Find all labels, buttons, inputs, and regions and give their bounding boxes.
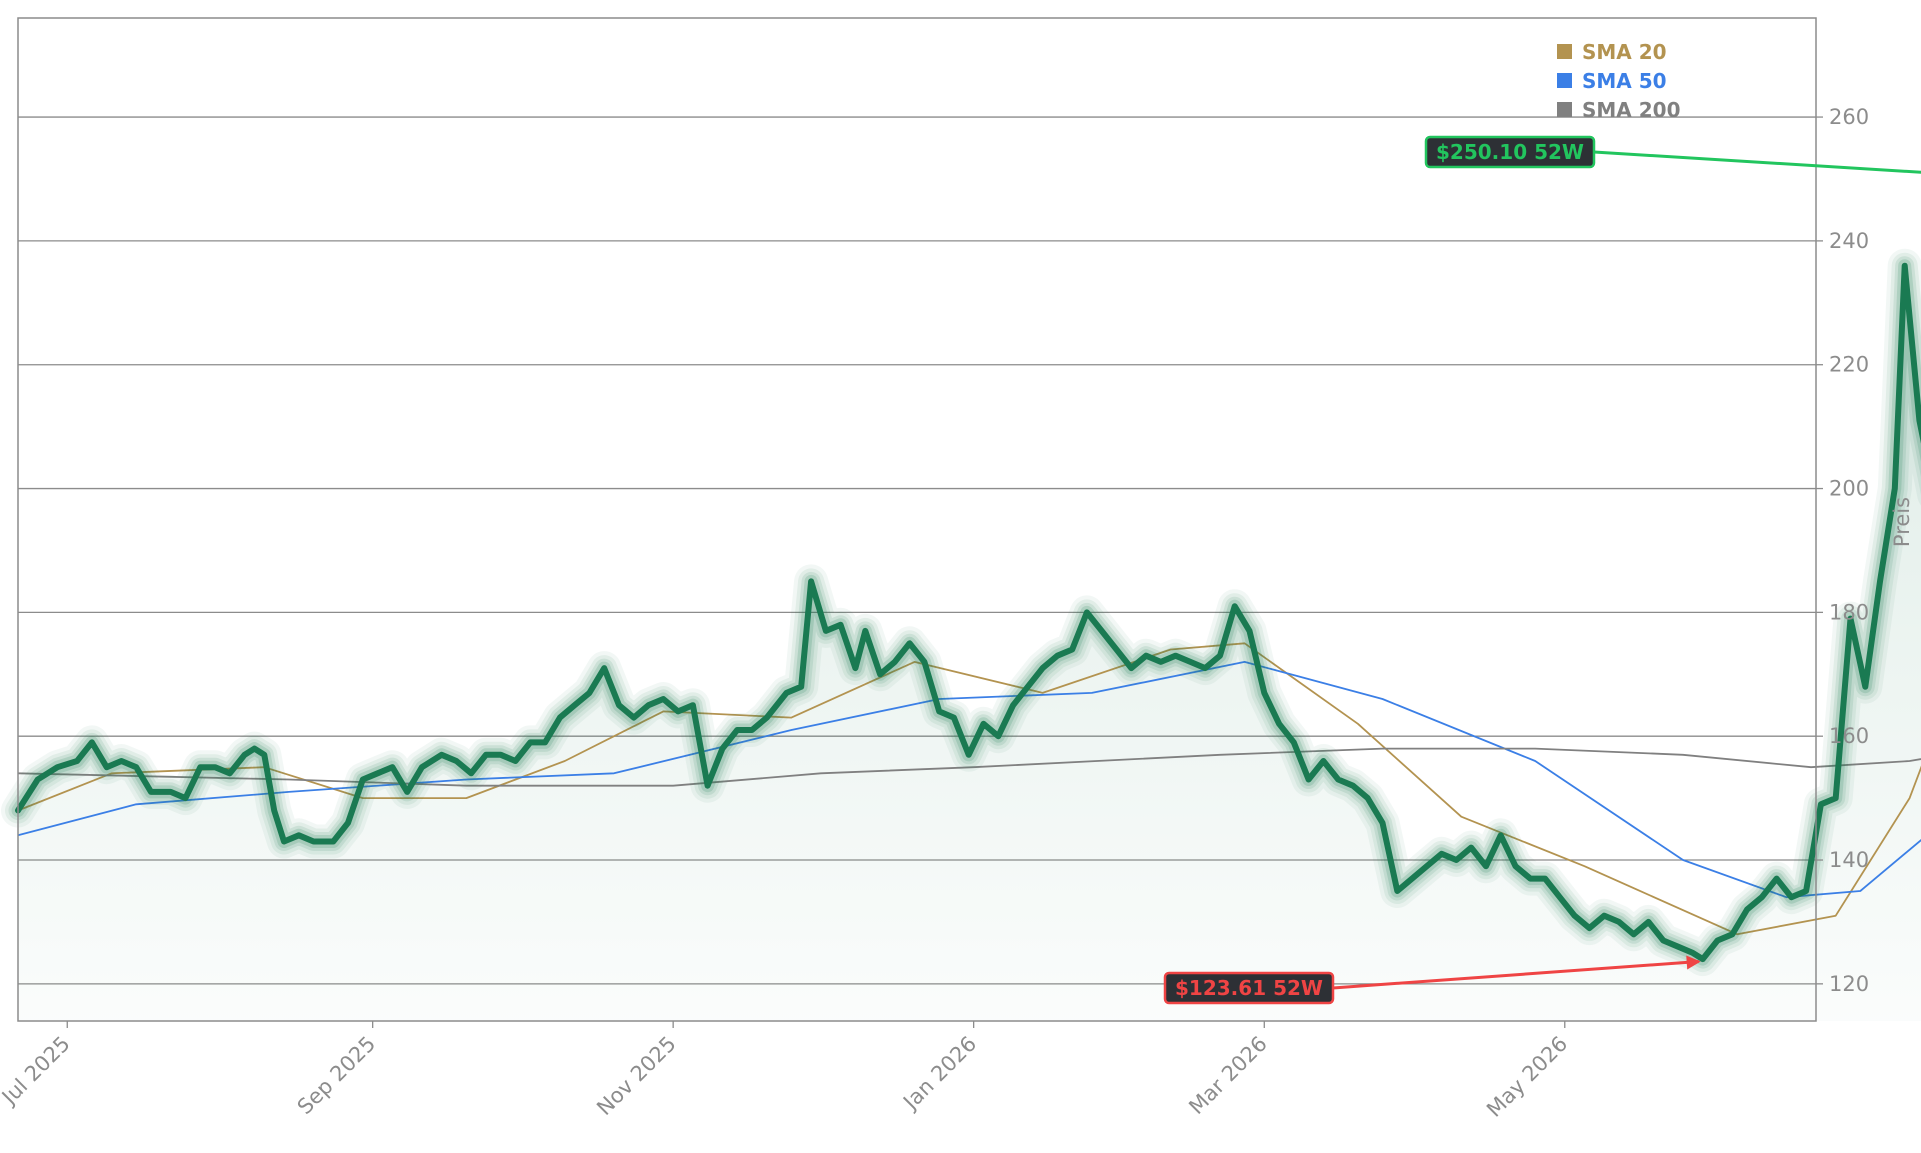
high-annotation-label-box (1424, 135, 1596, 169)
sma-line-sma20 (17, 642, 1921, 936)
high-annotation-arrow-line (1593, 150, 1921, 174)
sma-line-sma200 (17, 747, 1921, 787)
legend-swatch (1557, 102, 1572, 117)
y-axis: 120 140 160 180 200 220 240 260 (1816, 105, 1869, 996)
low-annotation-arrow-head (1686, 955, 1701, 970)
low-annotation-label-box (1163, 971, 1335, 1005)
price-area-fill (18, 265, 1921, 1021)
y-axis-title: Preis (1890, 497, 1914, 547)
legend: SMA 20 SMA 50 SMA 200 (1557, 40, 1681, 122)
y-tick-label: 200 (1829, 477, 1869, 501)
y-tick-label: 120 (1829, 972, 1869, 996)
x-axis: Jul 2025 Sep 2025 Nov 2025 Jan 2026 Mar 2026… (0, 1021, 1572, 1122)
y-tick-label: 160 (1829, 724, 1869, 748)
x-tick-label: Mar 2026 (1184, 1032, 1272, 1120)
low-annotation-label-text: $123.61 52W (1175, 976, 1323, 1000)
x-tick-label: Sep 2025 (293, 1032, 380, 1119)
low-annotation-arrow-line (1332, 960, 1699, 990)
legend-label: SMA 50 (1582, 69, 1667, 93)
x-tick-label: Nov 2025 (592, 1032, 680, 1120)
x-tick-label: Jul 2025 (0, 1032, 75, 1111)
x-tick-label: Jan 2026 (897, 1032, 981, 1116)
y-tick-label: 260 (1829, 105, 1869, 129)
y-tick-label: 240 (1829, 229, 1869, 253)
legend-swatch (1557, 73, 1572, 88)
sma-lines (17, 642, 1921, 936)
price-area (18, 265, 1921, 1021)
x-tick-label: May 2026 (1482, 1032, 1572, 1122)
plot-frame (17, 17, 1817, 1022)
high-annotation-label-text: $250.10 52W (1436, 140, 1584, 164)
y-tick-label: 180 (1829, 600, 1869, 624)
legend-swatch (1557, 44, 1572, 59)
y-tick-label: 140 (1829, 848, 1869, 872)
annotations: $250.10 52W $123.61 52W (1163, 135, 1921, 1005)
legend-label: SMA 20 (1582, 40, 1667, 64)
legend-label: SMA 200 (1582, 98, 1681, 122)
y-tick-label: 220 (1829, 353, 1869, 377)
